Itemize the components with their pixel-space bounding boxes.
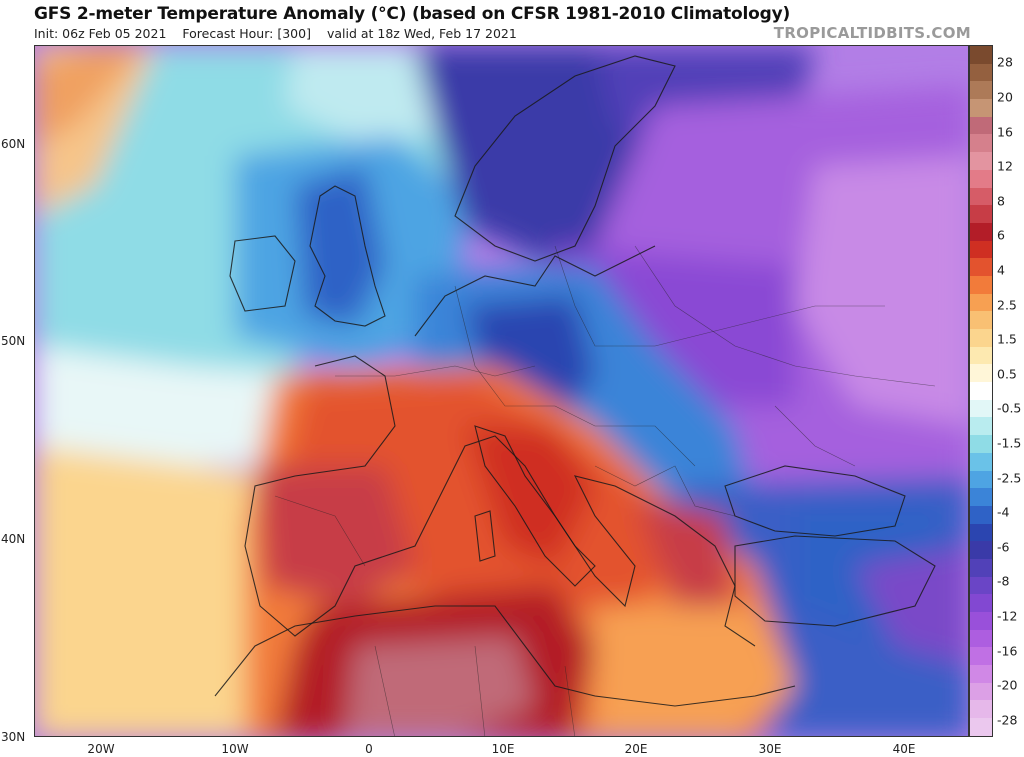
colorbar-tick-label: 12: [997, 158, 1013, 174]
colorbar-segment: [970, 134, 992, 153]
colorbar-segment: [970, 258, 992, 276]
forecast-hour: Forecast Hour: [300]: [182, 26, 311, 41]
lat-label: 40N: [1, 532, 26, 546]
colorbar-tick-label: -8: [997, 573, 1010, 589]
colorbar-tick-label: 4: [997, 262, 1005, 278]
colorbar-segment: [970, 647, 992, 666]
colorbar-segment: [970, 629, 992, 648]
colorbar-segment: [970, 452, 992, 471]
colorbar: [969, 45, 993, 737]
colorbar-tick-label: 8: [997, 193, 1005, 209]
colorbar-segment: [970, 541, 992, 559]
colorbar-segment: [970, 364, 992, 383]
colorbar-tick-label: -4: [997, 504, 1010, 520]
colorbar-segment: [970, 240, 992, 259]
colorbar-segment: [970, 293, 992, 312]
colorbar-segment: [970, 152, 992, 170]
colorbar-tick-label: 1.5: [997, 331, 1017, 347]
init-time: Init: 06z Feb 05 2021: [34, 26, 167, 41]
colorbar-tick-label: 16: [997, 124, 1013, 139]
colorbar-tick-label: -2.5: [997, 470, 1022, 485]
valid-time: valid at 18z Wed, Feb 17 2021: [326, 26, 517, 41]
colorbar-tick-label: -16: [997, 643, 1018, 658]
lon-label: 20E: [624, 742, 648, 756]
colorbar-tick-label: -12: [997, 608, 1018, 624]
colorbar-segment: [970, 63, 992, 82]
colorbar-segment: [970, 311, 992, 329]
colorbar-segment: [970, 488, 992, 506]
colorbar-segment: [970, 700, 992, 719]
colorbar-segment: [970, 399, 992, 418]
lat-label: 60N: [1, 137, 26, 151]
colorbar-segment: [970, 275, 992, 294]
colorbar-tick-label: -20: [997, 677, 1018, 693]
lon-label: 30E: [758, 742, 782, 756]
colorbar-tick-label: 20: [997, 89, 1013, 105]
colorbar-segment: [970, 558, 992, 577]
colorbar-tick-label: 6: [997, 227, 1005, 243]
lon-label: 10E: [491, 742, 515, 756]
colorbar-segment: [970, 382, 992, 400]
borders: [274, 245, 936, 736]
colorbar-segment: [970, 665, 992, 683]
colorbar-segment: [970, 205, 992, 223]
map-graphic: [35, 46, 968, 736]
colorbar-tick-label: 28: [997, 54, 1013, 70]
colorbar-tick-label: -28: [997, 712, 1018, 728]
colorbar-segment: [970, 718, 992, 736]
colorbar-segment: [970, 612, 992, 630]
lon-label: 0: [365, 742, 373, 756]
brand-watermark: TROPICALTIDBITS.COM: [773, 24, 971, 42]
colorbar-segment: [970, 435, 992, 453]
colorbar-tick-label: -6: [997, 539, 1010, 555]
colorbar-segment: [970, 169, 992, 188]
map-subtitle: Init: 06z Feb 05 2021 Forecast Hour: [30…: [34, 26, 529, 41]
colorbar-segment: [970, 81, 992, 100]
anomaly-map: [34, 45, 969, 737]
colorbar-segment: [970, 116, 992, 135]
lat-label: 50N: [1, 334, 26, 348]
colorbar-segment: [970, 505, 992, 524]
colorbar-segment: [970, 99, 992, 117]
colorbar-tick-label: -1.5: [997, 435, 1022, 451]
colorbar-segment: [970, 346, 992, 365]
colorbar-segment: [970, 594, 992, 612]
colorbar-segment: [970, 523, 992, 542]
lon-label: 40E: [892, 742, 916, 756]
colorbar-segment: [970, 682, 992, 701]
colorbar-segment: [970, 187, 992, 206]
colorbar-segment: [970, 222, 992, 241]
lat-label: 30N: [1, 730, 26, 744]
colorbar-segment: [970, 470, 992, 489]
colorbar-segment: [970, 329, 992, 347]
colorbar-tick-label: -0.5: [997, 400, 1022, 416]
lon-label: 20W: [87, 742, 115, 756]
lon-label: 10W: [221, 742, 249, 756]
colorbar-segment: [970, 576, 992, 595]
colorbar-tick-label: 0.5: [997, 366, 1017, 382]
map-title: GFS 2-meter Temperature Anomaly (°C) (ba…: [34, 4, 791, 24]
colorbar-segment: [970, 417, 992, 436]
colorbar-segment: [970, 46, 992, 64]
colorbar-tick-label: 2.5: [997, 297, 1017, 312]
coastlines: [214, 55, 936, 707]
anomaly-field: [35, 46, 968, 736]
